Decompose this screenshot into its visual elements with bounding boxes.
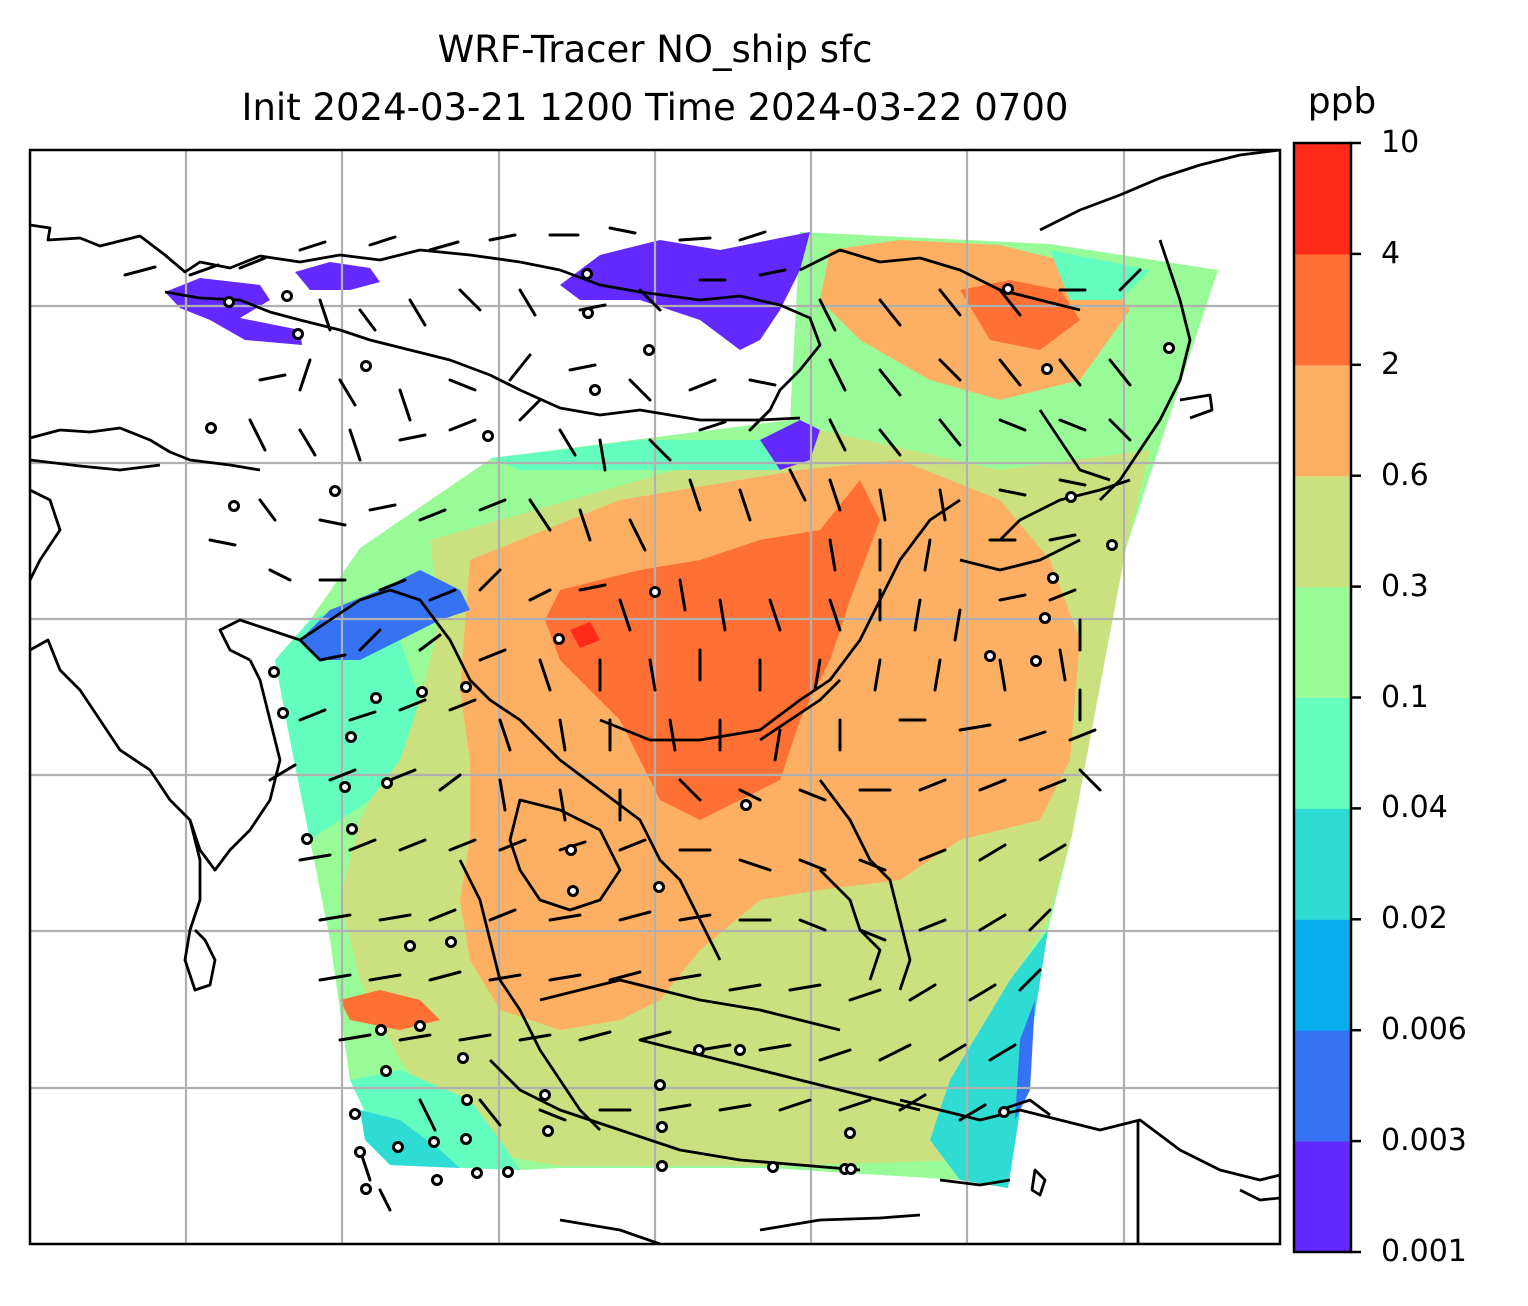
field-patch bbox=[820, 240, 1130, 400]
colorbar-segment bbox=[1294, 1030, 1351, 1142]
field-patch bbox=[165, 278, 302, 345]
colorbar-segment bbox=[1294, 253, 1351, 366]
field-patch bbox=[360, 1110, 460, 1168]
field-patch bbox=[760, 420, 820, 470]
colorbar-tick-label: 0.006 bbox=[1381, 1012, 1467, 1048]
map-title: WRF-Tracer NO_ship sfc bbox=[437, 28, 873, 71]
field-patch bbox=[295, 262, 380, 290]
field-patch bbox=[560, 232, 810, 350]
colorbar-segment bbox=[1294, 919, 1351, 1031]
colorbar-tick-label: 2 bbox=[1381, 346, 1401, 382]
colorbar-ticks bbox=[1351, 141, 1361, 1254]
field-patch bbox=[545, 480, 880, 820]
colorbar-segment bbox=[1294, 586, 1351, 698]
gridlines bbox=[30, 150, 1280, 1244]
field-patch bbox=[570, 622, 600, 648]
colorbar-segment bbox=[1294, 475, 1351, 588]
colorbar-segment bbox=[1294, 697, 1351, 809]
colorbar-tick-label: 0.3 bbox=[1381, 568, 1429, 604]
colorbar-tick-label: 10 bbox=[1381, 125, 1420, 160]
colorbar-segment bbox=[1294, 143, 1351, 255]
calm-wind-circles bbox=[205, 268, 1175, 1195]
field-patch bbox=[340, 990, 440, 1030]
field-patch bbox=[490, 440, 780, 470]
colorbar bbox=[1294, 143, 1351, 1253]
colorbar-tick-label: 0.02 bbox=[1381, 901, 1448, 937]
colorbar-segment bbox=[1294, 808, 1351, 920]
colorbar-tick-label: 4 bbox=[1381, 235, 1401, 271]
colorbar-tick-label: 0.003 bbox=[1381, 1123, 1467, 1159]
map-subtitle: Init 2024-03-21 1200 Time 2024-03-22 070… bbox=[241, 86, 1069, 129]
colorbar-tick-label: 0.1 bbox=[1381, 679, 1429, 715]
colorbar-segment bbox=[1294, 1141, 1351, 1253]
wind-barbs bbox=[123, 226, 1142, 1212]
colorbar-tick-label: 0.6 bbox=[1381, 457, 1429, 493]
map-frame bbox=[28, 148, 1282, 1246]
colorbar-tick-label: 0.001 bbox=[1381, 1234, 1467, 1269]
colorbar-segment bbox=[1294, 364, 1351, 477]
colorbar-tick-label: 0.04 bbox=[1381, 790, 1448, 826]
field-patch bbox=[1015, 1000, 1035, 1120]
colorbar-unit-label: ppb bbox=[1307, 81, 1377, 122]
